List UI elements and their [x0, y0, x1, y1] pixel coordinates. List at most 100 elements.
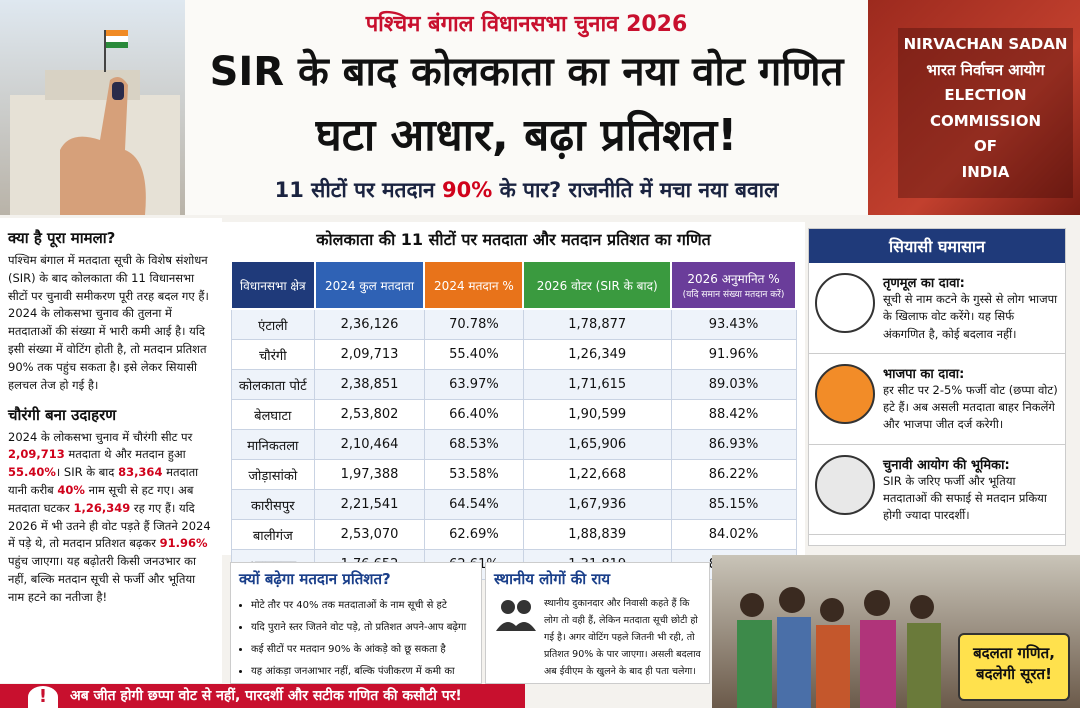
column-header: 2026 अनुमानित % (यदि समान संख्या मतदान कर…	[670, 260, 797, 310]
cell: 1,22,668	[522, 459, 672, 490]
right-panel: सियासी घमासान तृणमूल का दावा: सूची से नाम…	[808, 228, 1066, 546]
table-row: जोड़ासांको 1,97,388 53.58% 1,22,668 86.22%	[230, 459, 797, 490]
table-row: मानिकतला 2,10,464 68.53% 1,65,906 86.93%	[230, 429, 797, 460]
cell: 53.58%	[423, 459, 524, 490]
header-text: 2026 वोटर (SIR के बाद)	[536, 278, 658, 293]
sign-line: OF	[974, 137, 997, 155]
cell: 63.97%	[423, 369, 524, 400]
photo-art	[10, 30, 180, 215]
text-part: पहुंच जाएगा। यह बढ़ोतरी किसी जनउभार का न…	[8, 554, 196, 604]
cell: 88.42%	[670, 399, 797, 430]
why-heading: क्यों बढ़ेगा मतदान प्रतिशत?	[239, 570, 391, 588]
cell: चौरंगी	[230, 339, 316, 370]
cell: कारीसपुर	[230, 489, 316, 520]
subtitle-highlight: 90%	[442, 178, 493, 202]
cell: 2,36,126	[314, 308, 425, 340]
text-part: रह गए हैं। यदि 2026 में भी उतने ही वोट प…	[8, 500, 211, 551]
subtitle: 11 सीटों पर मतदान 90% के पार? राजनीति मे…	[185, 176, 868, 204]
table-row: चौरंगी 2,09,713 55.40% 1,26,349 91.96%	[230, 339, 797, 370]
cell: 2,53,070	[314, 519, 425, 550]
table: विधानसभा क्षेत्र 2024 कुल मतदाता 2024 मतदा…	[230, 260, 797, 580]
claim-body: भाजपा का दावा: हर सीट पर 2-5% फर्जी वोट (…	[883, 364, 1059, 434]
header-panel	[185, 0, 868, 215]
text-part: नाम सूची से हट गए। अब मतदाता घटकर	[8, 482, 194, 515]
text-part: मतदाता यानी करीब	[8, 465, 199, 497]
photo-sign: NIRVACHAN SADAN भारत निर्वाचन आयोग ELECT…	[868, 0, 1080, 215]
claim-body: तृणमूल का दावा: सूची से नाम कटने के गुस्स…	[883, 273, 1059, 343]
cell: मानिकतला	[230, 429, 316, 460]
cell: जोड़ासांको	[230, 459, 316, 490]
highlight: 91.96%	[159, 536, 208, 551]
table-row: बेलघाटा 2,53,802 66.40% 1,90,599 88.42%	[230, 399, 797, 430]
local-box: स्थानीय लोगों की राय स्थानीय दुकानदार और…	[485, 562, 710, 684]
header-text: विधानसभा क्षेत्र	[239, 278, 306, 293]
sign-line: INDIA	[961, 162, 1010, 181]
column-header: 2024 कुल मतदाता	[313, 260, 426, 310]
items: तृणमूल का दावा: सूची से नाम कटने के गुस्स…	[809, 263, 1065, 536]
claim: चुनावी आयोग की भूमिका: SIR के जरिए फर्जी …	[809, 445, 1065, 536]
sign-line: भारत निर्वाचन आयोग	[926, 60, 1045, 79]
cell: 1,71,615	[522, 369, 672, 400]
table-title: कोलकाता की 11 सीटों पर मतदाता और मतदान प…	[316, 230, 711, 249]
column-header: 2026 वोटर (SIR के बाद)	[522, 260, 673, 310]
header-row: विधानसभा क्षेत्र 2024 कुल मतदाता 2024 मतदा…	[230, 260, 797, 310]
cell: 1,97,388	[314, 459, 425, 490]
banner: अब जीत होगी छप्पा वोट से नहीं, पारदर्शी …	[0, 684, 525, 708]
left-column: क्या है पूरा मामला? पश्चिम बंगाल में मतद…	[0, 218, 222, 683]
cell: 86.22%	[670, 459, 797, 490]
table-panel: कोलकाता की 11 सीटों पर मतदाता और मतदान प…	[222, 222, 805, 580]
text-part: 2024 के लोकसभा चुनाव में चौरंगी सीट पर	[8, 429, 193, 444]
kicker: पश्चिम बंगाल विधानसभा चुनाव 2026	[365, 12, 688, 37]
header-text: 2024 कुल मतदाता	[325, 278, 414, 293]
highlight: 40%	[57, 482, 85, 497]
paragraph: 2024 के लोकसभा चुनाव में चौरंगी सीट पर 2…	[8, 429, 214, 607]
heading: चौरंगी बना उदाहरण	[8, 405, 117, 424]
cell: 2,10,464	[314, 429, 425, 460]
caption-line: बदलेगी सूरत!	[976, 665, 1052, 683]
cell: 68.53%	[423, 429, 524, 460]
header-note: (यदि समान संख्या मतदान करें)	[682, 290, 785, 300]
header-text: 2024 मतदान %	[434, 278, 514, 293]
cell: 93.43%	[670, 308, 797, 340]
claim-title: भाजपा का दावा:	[883, 366, 965, 382]
cell: 70.78%	[423, 308, 524, 340]
subtitle-part: के पार? राजनीति में मचा नया बवाल	[492, 178, 779, 202]
cell: बालीगंज	[230, 519, 316, 550]
cell: 89.03%	[670, 369, 797, 400]
highlight: 83,364	[118, 465, 163, 480]
cell: कोलकाता पोर्ट	[230, 369, 316, 400]
claim: भाजपा का दावा: हर सीट पर 2-5% फर्जी वोट (…	[809, 354, 1065, 445]
highlight: 1,26,349	[73, 500, 131, 515]
cell: 1,65,906	[522, 429, 672, 460]
subtitle-part: 11 सीटों पर मतदान	[274, 178, 443, 202]
photo-caption: बदलता गणित, बदलेगी सूरत!	[958, 633, 1070, 701]
title-line: SIR के बाद कोलकाता का नया वोट गणित	[209, 49, 844, 95]
claim-text: सूची से नाम कटने के गुस्से से लोग भाजपा …	[883, 292, 1058, 341]
claim-title: तृणमूल का दावा:	[883, 276, 965, 291]
claim-title: चुनावी आयोग की भूमिका:	[883, 457, 1010, 473]
crowd-art	[737, 587, 941, 708]
sign-line: NIRVACHAN SADAN	[903, 35, 1068, 53]
cell: 64.54%	[423, 489, 524, 520]
cell: 1,26,349	[522, 339, 672, 370]
table-row: कोलकाता पोर्ट 2,38,851 63.97% 1,71,615 89.03…	[230, 369, 797, 400]
cell: 1,78,877	[522, 308, 672, 340]
right-heading: सियासी घमासान	[809, 229, 1065, 263]
claim-text: SIR के जरिए फर्जी और भूतिया मतदाताओं की …	[883, 473, 1047, 523]
bullet: मोटे तौर पर 40% तक मतदाताओं के नाम सूची …	[251, 595, 473, 617]
photo-crowd: बदलता गणित, बदलेगी सूरत!	[712, 555, 1080, 708]
claim-body: चुनावी आयोग की भूमिका: SIR के जरिए फर्जी …	[883, 455, 1059, 525]
highlight: 55.40%	[8, 465, 56, 480]
cell: 1,88,839	[522, 519, 672, 550]
bullet: यदि पुराने स्तर जितने वोट पड़े, तो प्रति…	[251, 617, 473, 639]
claim: तृणमूल का दावा: सूची से नाम कटने के गुस्स…	[809, 263, 1065, 354]
alert-icon: !	[28, 686, 58, 708]
cell: 91.96%	[670, 339, 797, 370]
column-header: 2024 मतदान %	[423, 260, 525, 310]
cell: 2,38,851	[314, 369, 425, 400]
cell: 2,09,713	[314, 339, 425, 370]
claim-icon	[815, 454, 875, 515]
claim-icon	[815, 273, 875, 333]
title-line: घटा आधार, बढ़ा प्रतिशत!	[315, 110, 738, 161]
